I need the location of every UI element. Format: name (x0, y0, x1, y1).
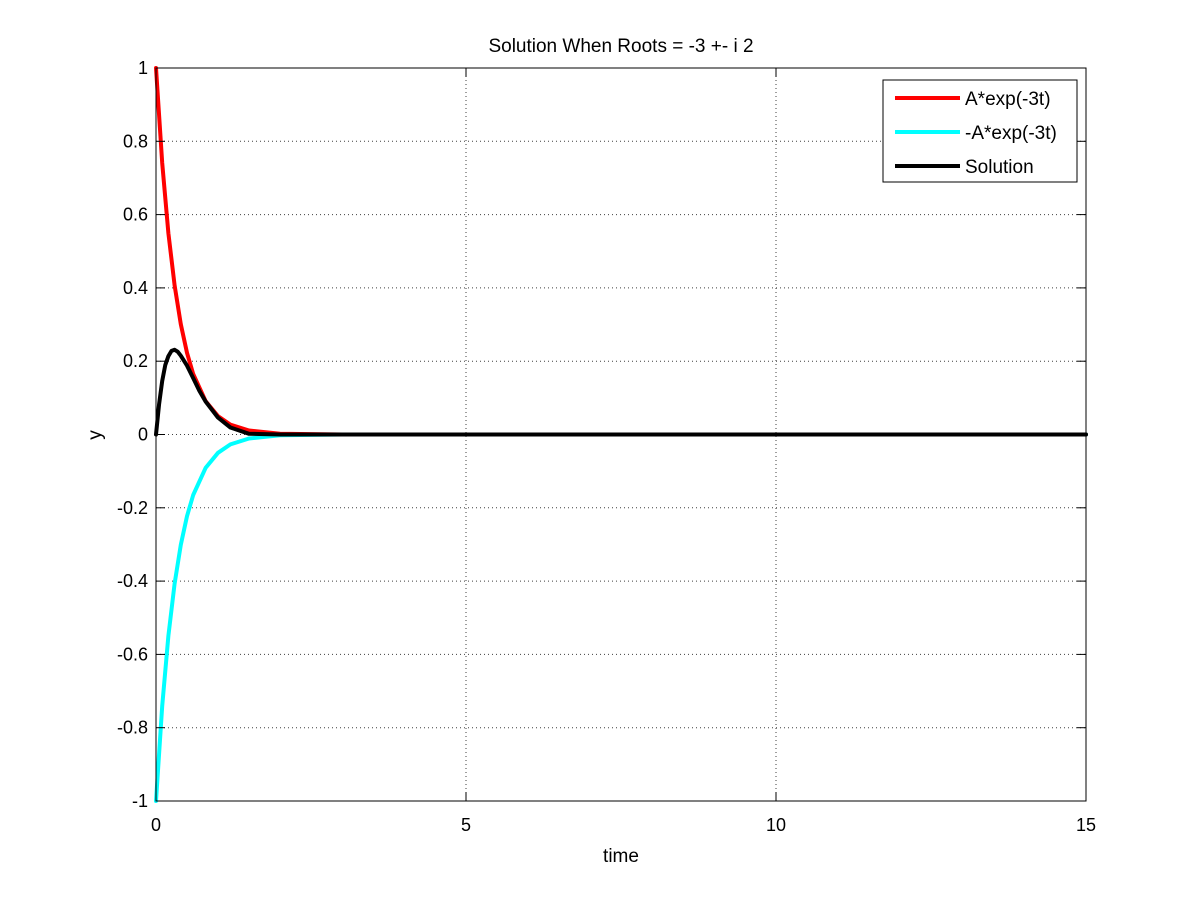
x-tick-label: 0 (151, 815, 161, 835)
y-tick-label: 0.8 (123, 131, 148, 151)
chart-title: Solution When Roots = -3 +- i 2 (488, 36, 753, 57)
y-tick-label: 0 (138, 425, 148, 445)
x-tick-label: 15 (1076, 815, 1096, 835)
y-tick-label: 1 (138, 58, 148, 78)
series-layer (154, 66, 1088, 803)
y-tick-label: 0.2 (123, 351, 148, 371)
legend: A*exp(-3t) -A*exp(-3t) Solution (882, 79, 1078, 183)
y-tick-label: -0.2 (117, 498, 148, 518)
legend-label-neg-a-exp: -A*exp(-3t) (965, 123, 1057, 144)
y-tick-label: -0.6 (117, 644, 148, 664)
y-tick-label: -0.4 (117, 571, 148, 591)
y-tick-label: -0.8 (117, 718, 148, 738)
y-axis-label: y (85, 430, 106, 440)
y-tick-label: -1 (132, 791, 148, 811)
legend-label-a-exp: A*exp(-3t) (965, 89, 1051, 110)
x-tick-label: 5 (461, 815, 471, 835)
ticks: 0 5 10 15 -1 -0.8 -0.6 -0.4 -0.2 0 0.2 0.4 0.6 0.8 1 (117, 58, 1096, 835)
x-axis-label: time (603, 846, 639, 867)
y-tick-label: 0.6 (123, 205, 148, 225)
x-tick-label: 10 (766, 815, 786, 835)
y-tick-label: 0.4 (123, 278, 148, 298)
series-line-3-solution (154, 347, 1088, 437)
legend-label-solution: Solution (965, 157, 1034, 178)
